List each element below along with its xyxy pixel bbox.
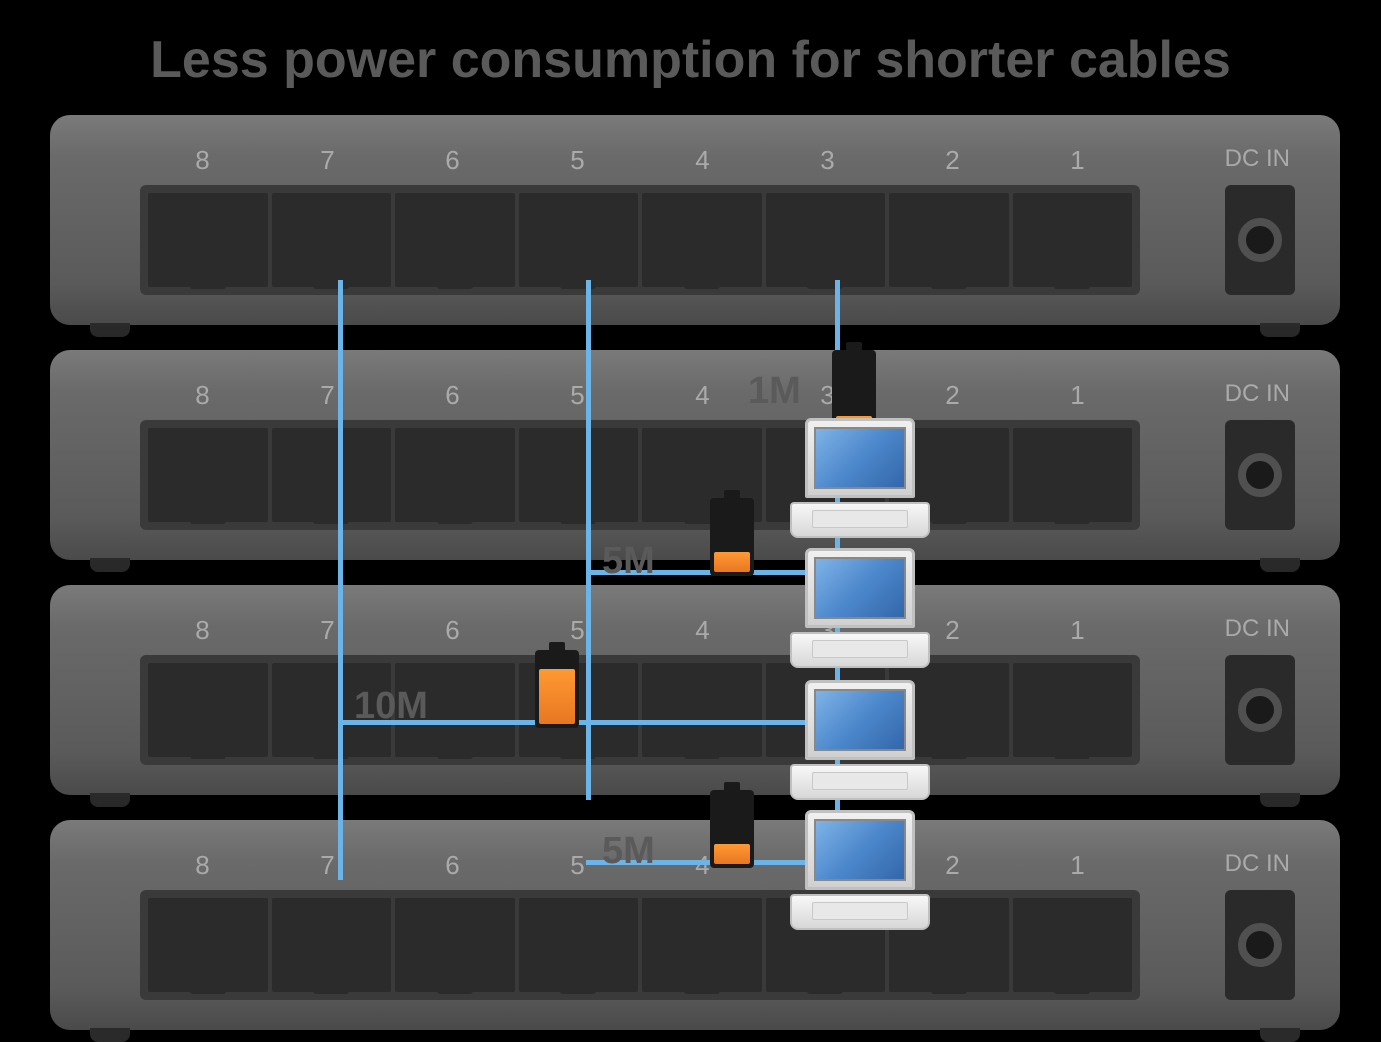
laptop-display bbox=[814, 557, 906, 619]
laptop-display bbox=[814, 427, 906, 489]
dc-power-jack-icon bbox=[1238, 218, 1282, 262]
port-label: 8 bbox=[140, 145, 265, 176]
battery-icon bbox=[710, 498, 754, 576]
port-strip bbox=[140, 185, 1140, 295]
ethernet-port bbox=[889, 193, 1009, 287]
network-switch: 87654321DC IN bbox=[50, 820, 1340, 1030]
battery-icon bbox=[710, 790, 754, 868]
ethernet-port bbox=[642, 663, 762, 757]
port-label: 8 bbox=[140, 380, 265, 411]
ethernet-port bbox=[272, 193, 392, 287]
port-labels-row: 87654321 bbox=[140, 615, 1140, 646]
port-label: 5 bbox=[515, 145, 640, 176]
port-label: 4 bbox=[640, 615, 765, 646]
laptop-icon bbox=[790, 680, 930, 800]
ethernet-port bbox=[1013, 428, 1133, 522]
ethernet-port bbox=[642, 898, 762, 992]
dc-in-label: DC IN bbox=[1225, 380, 1290, 408]
port-label: 8 bbox=[140, 850, 265, 881]
network-switch: 87654321 DC IN bbox=[50, 350, 1340, 560]
distance-label: 5M bbox=[602, 830, 655, 873]
network-switch: 87654321 DC IN bbox=[50, 115, 1340, 325]
port-strip bbox=[140, 890, 1140, 1000]
dc-power-jack-icon bbox=[1238, 453, 1282, 497]
port-label: 8 bbox=[140, 615, 265, 646]
laptop-keyboard bbox=[790, 502, 930, 538]
port-label: 3 bbox=[765, 145, 890, 176]
laptop-keyboard bbox=[790, 894, 930, 930]
ethernet-port bbox=[1013, 898, 1133, 992]
laptop-keyboard bbox=[790, 632, 930, 668]
port-label: 2 bbox=[890, 145, 1015, 176]
laptop-screen bbox=[805, 418, 915, 498]
distance-label: 5M bbox=[602, 540, 655, 583]
distance-label: 10M bbox=[354, 685, 428, 728]
port-label: 5 bbox=[515, 380, 640, 411]
ethernet-port bbox=[1013, 193, 1133, 287]
network-switch: 87654321 DC IN bbox=[50, 585, 1340, 795]
port-label: 4 bbox=[640, 145, 765, 176]
port-strip bbox=[140, 420, 1140, 530]
laptop-display bbox=[814, 819, 906, 881]
laptop-icon bbox=[790, 418, 930, 538]
port-label: 7 bbox=[265, 145, 390, 176]
dc-power-jack-icon bbox=[1238, 688, 1282, 732]
port-labels-row: 87654321 bbox=[140, 380, 1140, 411]
ethernet-port bbox=[148, 663, 268, 757]
battery-icon bbox=[832, 350, 876, 428]
port-strip bbox=[140, 655, 1140, 765]
battery-fill bbox=[539, 669, 575, 724]
port-label: 1 bbox=[1015, 145, 1140, 176]
ethernet-port bbox=[1013, 663, 1133, 757]
laptop-screen bbox=[805, 810, 915, 890]
laptop-screen bbox=[805, 680, 915, 760]
ethernet-port bbox=[519, 898, 639, 992]
port-label: 6 bbox=[390, 380, 515, 411]
cable-segment bbox=[338, 280, 343, 880]
dc-in-label: DC IN bbox=[1225, 145, 1290, 173]
dc-power-port bbox=[1225, 420, 1295, 530]
laptop-screen bbox=[805, 548, 915, 628]
battery-fill bbox=[714, 552, 750, 572]
port-label: 7 bbox=[265, 380, 390, 411]
distance-label: 1M bbox=[748, 370, 801, 413]
port-label: 5 bbox=[515, 615, 640, 646]
port-label: 6 bbox=[390, 145, 515, 176]
ethernet-port bbox=[272, 898, 392, 992]
dc-power-jack-icon bbox=[1238, 923, 1282, 967]
dc-power-port bbox=[1225, 890, 1295, 1000]
battery-fill bbox=[714, 844, 750, 864]
ethernet-port bbox=[766, 193, 886, 287]
port-label: 6 bbox=[390, 615, 515, 646]
ethernet-port bbox=[642, 193, 762, 287]
laptop-keyboard bbox=[790, 764, 930, 800]
laptop-icon bbox=[790, 548, 930, 668]
dc-in-label: DC IN bbox=[1225, 615, 1290, 643]
port-labels-row: 87654321 bbox=[140, 145, 1140, 176]
ethernet-port bbox=[148, 428, 268, 522]
ethernet-port bbox=[272, 428, 392, 522]
port-label: 1 bbox=[1015, 615, 1140, 646]
page-title: Less power consumption for shorter cable… bbox=[0, 30, 1381, 90]
laptop-icon bbox=[790, 810, 930, 930]
ethernet-port bbox=[395, 193, 515, 287]
dc-in-label: DC IN bbox=[1225, 850, 1290, 878]
port-label: 7 bbox=[265, 615, 390, 646]
ethernet-port bbox=[519, 193, 639, 287]
ethernet-port bbox=[395, 428, 515, 522]
port-label: 1 bbox=[1015, 380, 1140, 411]
dc-power-port bbox=[1225, 185, 1295, 295]
battery-icon bbox=[535, 650, 579, 728]
ethernet-port bbox=[148, 898, 268, 992]
port-label: 4 bbox=[640, 380, 765, 411]
port-label: 6 bbox=[390, 850, 515, 881]
dc-power-port bbox=[1225, 655, 1295, 765]
ethernet-port bbox=[395, 898, 515, 992]
ethernet-port bbox=[148, 193, 268, 287]
port-label: 1 bbox=[1015, 850, 1140, 881]
port-label: 2 bbox=[890, 380, 1015, 411]
laptop-display bbox=[814, 689, 906, 751]
ethernet-port bbox=[519, 428, 639, 522]
port-label: 7 bbox=[265, 850, 390, 881]
